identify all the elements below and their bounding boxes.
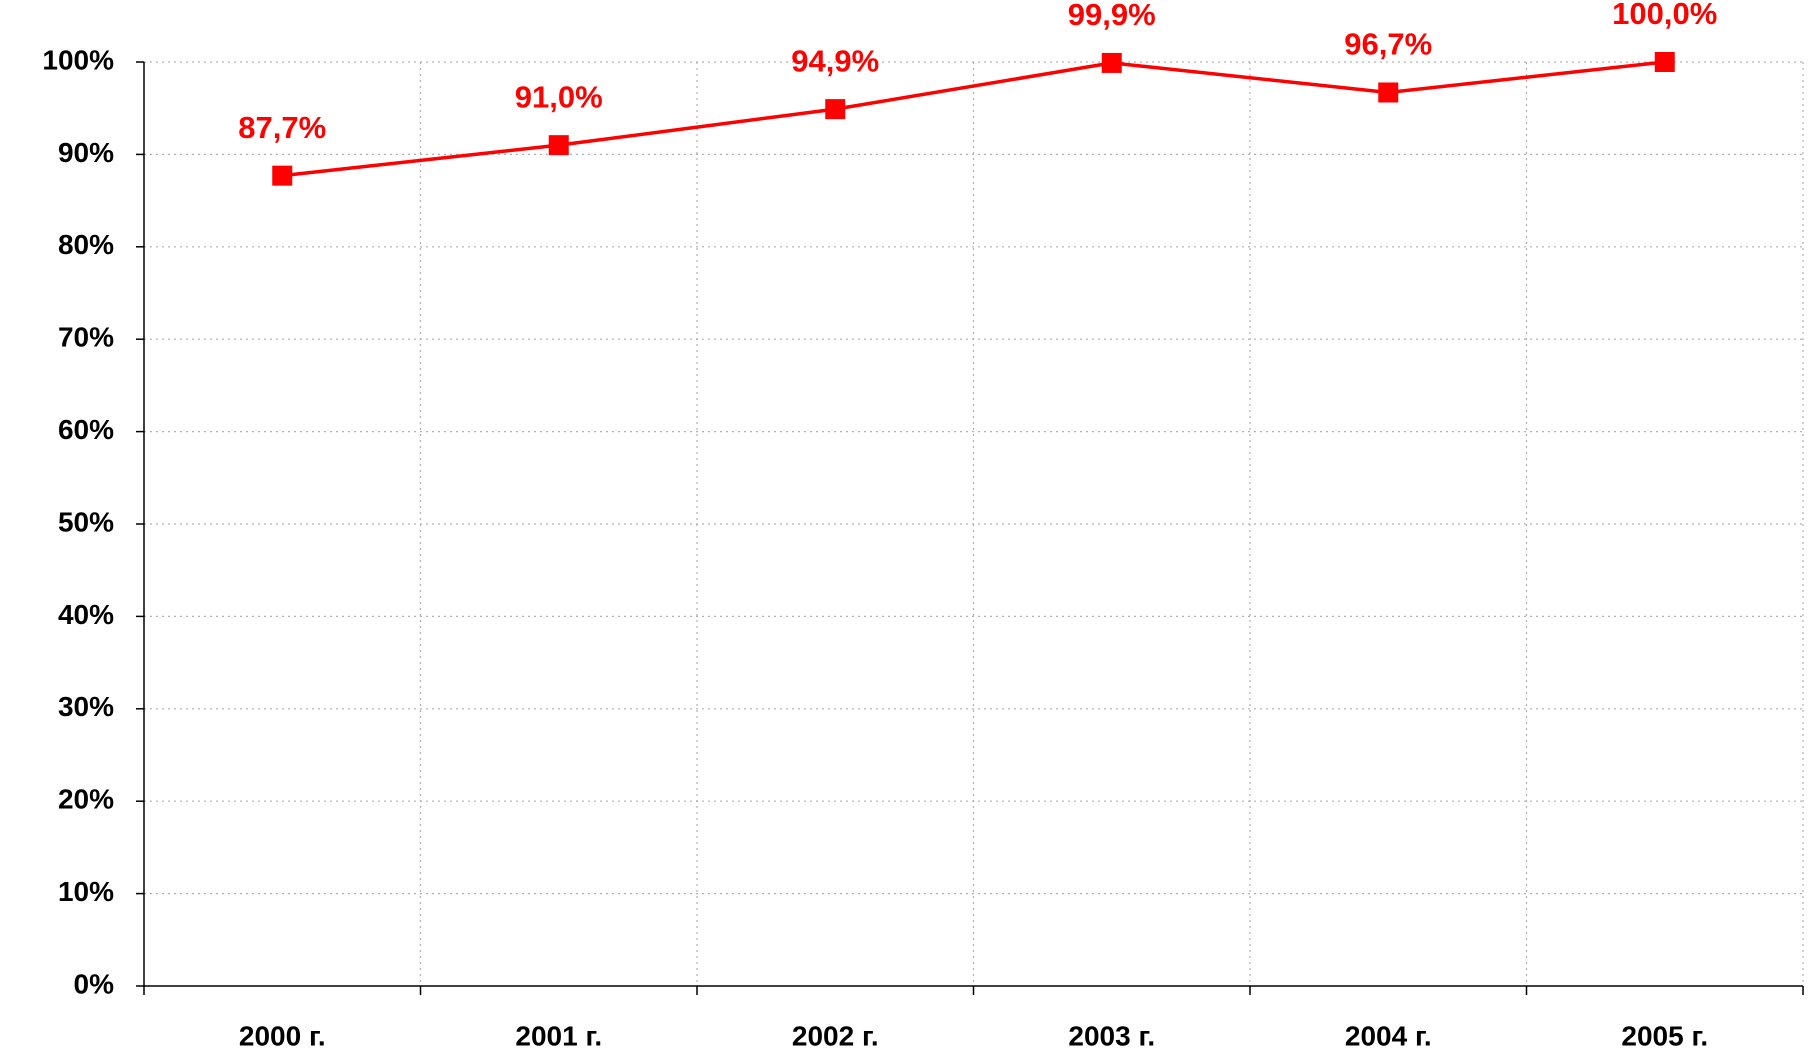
x-tick-label: 2005 г. bbox=[1621, 1020, 1708, 1051]
series-line bbox=[282, 60, 1665, 178]
y-tick-label: 10% bbox=[58, 876, 114, 907]
data-label: 99,9% bbox=[1068, 0, 1156, 32]
x-tick-label: 2003 г. bbox=[1068, 1020, 1155, 1051]
y-tick-label: 50% bbox=[58, 506, 114, 537]
marker bbox=[1101, 52, 1122, 73]
data-label: 87,7% bbox=[238, 110, 326, 145]
marker bbox=[825, 99, 846, 120]
x-tick-label: 2001 г. bbox=[515, 1020, 602, 1051]
marker bbox=[1654, 52, 1675, 72]
data-label: 100,0% bbox=[1612, 0, 1717, 31]
y-tick-label: 100% bbox=[42, 44, 114, 75]
x-tick-label: 2004 г. bbox=[1345, 1020, 1432, 1051]
marker bbox=[1378, 82, 1399, 103]
y-tick-label: 70% bbox=[58, 322, 114, 353]
y-tick-label: 60% bbox=[58, 414, 114, 445]
y-tick-label: 30% bbox=[58, 691, 114, 722]
data-label: 94,9% bbox=[791, 43, 879, 78]
x-tick-label: 2002 г. bbox=[792, 1020, 879, 1051]
y-tick-label: 20% bbox=[58, 784, 114, 815]
marker bbox=[548, 135, 569, 156]
x-tick-label: 2000 г. bbox=[239, 1020, 326, 1051]
y-tick-label: 80% bbox=[58, 229, 114, 260]
y-tick-label: 0% bbox=[74, 968, 115, 999]
data-label: 91,0% bbox=[515, 79, 603, 114]
y-tick-label: 40% bbox=[58, 599, 114, 630]
y-tick-label: 90% bbox=[58, 137, 114, 168]
data-label: 96,7% bbox=[1344, 27, 1432, 62]
marker bbox=[272, 165, 293, 186]
